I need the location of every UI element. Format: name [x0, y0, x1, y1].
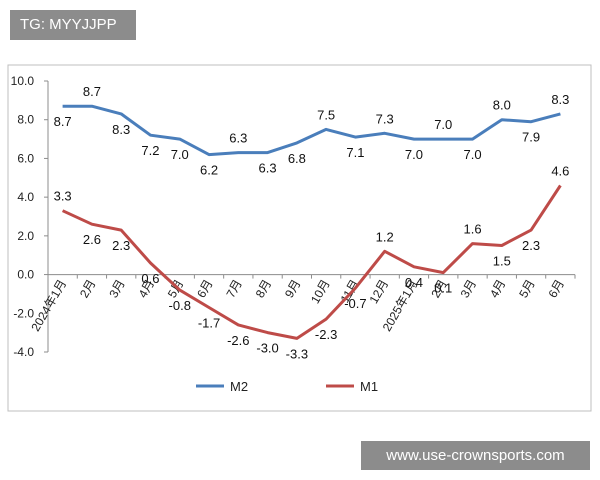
y-tick-labels: 10.0 8.0 6.0 4.0 2.0 0.0 -2.0 -4.0	[11, 74, 35, 359]
legend-label-m1: M1	[360, 379, 378, 394]
data-label-m2: 6.3	[259, 161, 277, 176]
data-label-m2: 7.5	[317, 107, 335, 122]
data-label-m2: 7.0	[405, 147, 423, 162]
data-label-m1: -3.0	[256, 341, 278, 356]
data-label-m1: -0.8	[169, 298, 191, 313]
watermark-top: TG: MYYJJPP	[10, 10, 136, 40]
y-tick-label: 8.0	[17, 113, 34, 127]
data-label-m2: 7.0	[171, 147, 189, 162]
data-label-m1: 1.5	[493, 254, 511, 269]
data-label-m1: -2.6	[227, 333, 249, 348]
legend: M2 M1	[196, 379, 378, 394]
axes	[44, 80, 576, 353]
data-label-m2: 8.7	[54, 114, 72, 129]
data-label-m2: 8.7	[83, 84, 101, 99]
y-tick-label: 6.0	[17, 151, 34, 165]
data-label-m1: 0.4	[405, 275, 423, 290]
watermark-bottom: www.use-crownsports.com	[361, 441, 590, 470]
data-label-m2: 6.8	[288, 151, 306, 166]
data-label-m1: 4.6	[551, 164, 569, 179]
y-tick-label: -4.0	[13, 345, 34, 359]
data-label-m2: 8.0	[493, 98, 511, 113]
data-label-m2: 7.0	[434, 117, 452, 132]
y-tick-label: -2.0	[13, 306, 34, 320]
data-label-m2: 7.1	[346, 145, 364, 160]
y-tick-label: 0.0	[17, 268, 34, 282]
series-lines	[61, 104, 562, 340]
data-label-m1: -2.3	[315, 327, 337, 342]
legend-label-m2: M2	[230, 379, 248, 394]
data-label-m1: 1.6	[463, 222, 481, 237]
data-label-m1: 2.3	[112, 238, 130, 253]
chart-frame	[7, 64, 592, 412]
data-label-m1: 3.3	[54, 189, 72, 204]
data-label-m1: 0.6	[141, 271, 159, 286]
data-label-m1: 1.2	[376, 229, 394, 244]
data-label-m1: 2.6	[83, 232, 101, 247]
data-label-m2: 6.2	[200, 163, 218, 178]
series-line-m2	[62, 104, 561, 157]
data-label-m2: 6.3	[229, 131, 247, 146]
data-label-m2: 7.9	[522, 130, 540, 145]
data-label-m1: 2.3	[522, 238, 540, 253]
y-tick-label: 4.0	[17, 190, 34, 204]
data-label-m2: 8.3	[551, 92, 569, 107]
y-tick-label: 2.0	[17, 229, 34, 243]
data-label-m2: 7.0	[463, 147, 481, 162]
data-label-m2: 7.3	[376, 111, 394, 126]
data-label-m2: 8.3	[112, 122, 130, 137]
y-tick-label: 10.0	[11, 74, 35, 88]
data-label-m1: -3.3	[286, 346, 308, 361]
data-label-m1: 0.1	[434, 281, 452, 296]
data-label-m2: 7.2	[141, 143, 159, 158]
data-labels: 8.7 8.7 8.3 7.2 7.0 6.2 6.3 6.3 6.8 7.5 7.1 7.3 7.0 7…	[54, 84, 570, 361]
series-line-m1	[61, 184, 562, 340]
data-label-m1: -0.7	[344, 296, 366, 311]
data-label-m1: -1.7	[198, 315, 220, 330]
